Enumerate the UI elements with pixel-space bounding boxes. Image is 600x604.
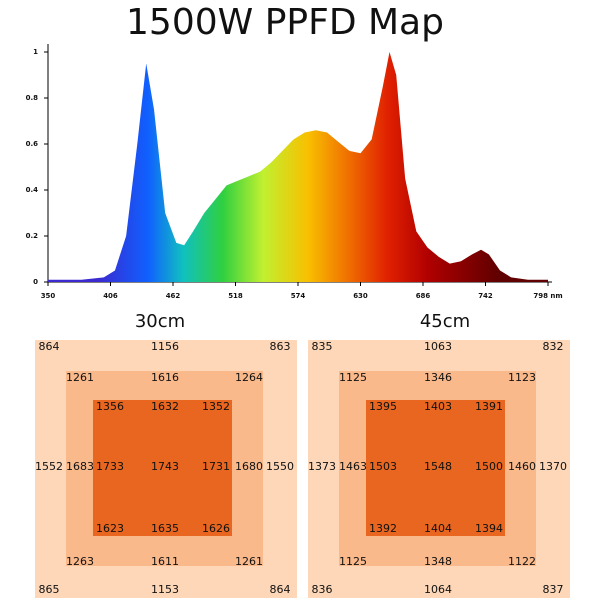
y-tick-label: 1 (33, 48, 38, 56)
x-tick-label: 742 (478, 292, 493, 300)
ppfd-value: 1156 (151, 340, 179, 353)
inner-zone (93, 400, 232, 536)
ppfd-value: 1403 (424, 400, 452, 413)
x-tick-label: 462 (166, 292, 181, 300)
ppfd-value: 1123 (508, 371, 536, 384)
ppfd-value: 1263 (66, 555, 94, 568)
y-tick-label: 0.4 (26, 186, 39, 194)
x-tick-label: 350 (41, 292, 56, 300)
ppfd-value: 1611 (151, 555, 179, 568)
ppfd-value: 1261 (66, 371, 94, 384)
ppfd-value: 1153 (151, 583, 179, 596)
ppfd-value: 1373 (308, 460, 336, 473)
ppfd-value: 1346 (424, 371, 452, 384)
ppfd-value: 1122 (508, 555, 536, 568)
title: 1500W PPFD Map (126, 2, 444, 43)
ppfd-value: 1404 (424, 522, 452, 535)
ppfd-value: 865 (39, 583, 60, 596)
ppfd-value: 863 (270, 340, 291, 353)
ppfd-value: 1125 (339, 371, 367, 384)
ppfd-value: 1552 (35, 460, 63, 473)
ppfd-value: 832 (543, 340, 564, 353)
ppfd-value: 1264 (235, 371, 263, 384)
x-tick-label: 574 (291, 292, 306, 300)
ppfd-value: 1623 (96, 522, 124, 535)
ppfd-value: 1395 (369, 400, 397, 413)
ppfd-value: 1500 (475, 460, 503, 473)
ppfd-value: 1632 (151, 400, 179, 413)
ppfd-value: 1261 (235, 555, 263, 568)
ppfd-value: 837 (543, 583, 564, 596)
ppfd-value: 1463 (339, 460, 367, 473)
ppfd-value: 1352 (202, 400, 230, 413)
spectrum-area (48, 52, 548, 282)
x-tick-label: 518 (228, 292, 243, 300)
ppfd-value: 1680 (235, 460, 263, 473)
y-tick-label: 0.8 (26, 94, 39, 102)
x-tick-label: 686 (416, 292, 431, 300)
ppfd-value: 835 (312, 340, 333, 353)
ppfd-value: 1370 (539, 460, 567, 473)
ppfd-value: 1733 (96, 460, 124, 473)
ppfd-value: 1548 (424, 460, 452, 473)
ppfd-value: 864 (39, 340, 60, 353)
ppfd-value: 1550 (266, 460, 294, 473)
ppfd-value: 1356 (96, 400, 124, 413)
x-tick-label: 798 nm (533, 292, 562, 300)
ppfd-value: 1348 (424, 555, 452, 568)
ppfd-value: 1460 (508, 460, 536, 473)
ppfd-value: 836 (312, 583, 333, 596)
ppfd-value: 1125 (339, 555, 367, 568)
ppfd-value: 1683 (66, 460, 94, 473)
x-tick-label: 630 (353, 292, 368, 300)
ppfd-value: 1394 (475, 522, 503, 535)
map-label: 45cm (420, 311, 470, 332)
ppfd-value: 1635 (151, 522, 179, 535)
ppfd-value: 1503 (369, 460, 397, 473)
ppfd-value: 1616 (151, 371, 179, 384)
y-tick-label: 0.6 (26, 140, 39, 148)
ppfd-value: 1743 (151, 460, 179, 473)
x-tick-label: 406 (103, 292, 118, 300)
y-tick-label: 0 (33, 278, 38, 286)
ppfd-value: 864 (270, 583, 291, 596)
ppfd-value: 1063 (424, 340, 452, 353)
ppfd-value: 1626 (202, 522, 230, 535)
ppfd-value: 1731 (202, 460, 230, 473)
inner-zone (366, 400, 505, 536)
y-tick-label: 0.2 (26, 232, 39, 240)
ppfd-value: 1392 (369, 522, 397, 535)
ppfd-value: 1064 (424, 583, 452, 596)
map-label: 30cm (135, 311, 185, 332)
ppfd-value: 1391 (475, 400, 503, 413)
